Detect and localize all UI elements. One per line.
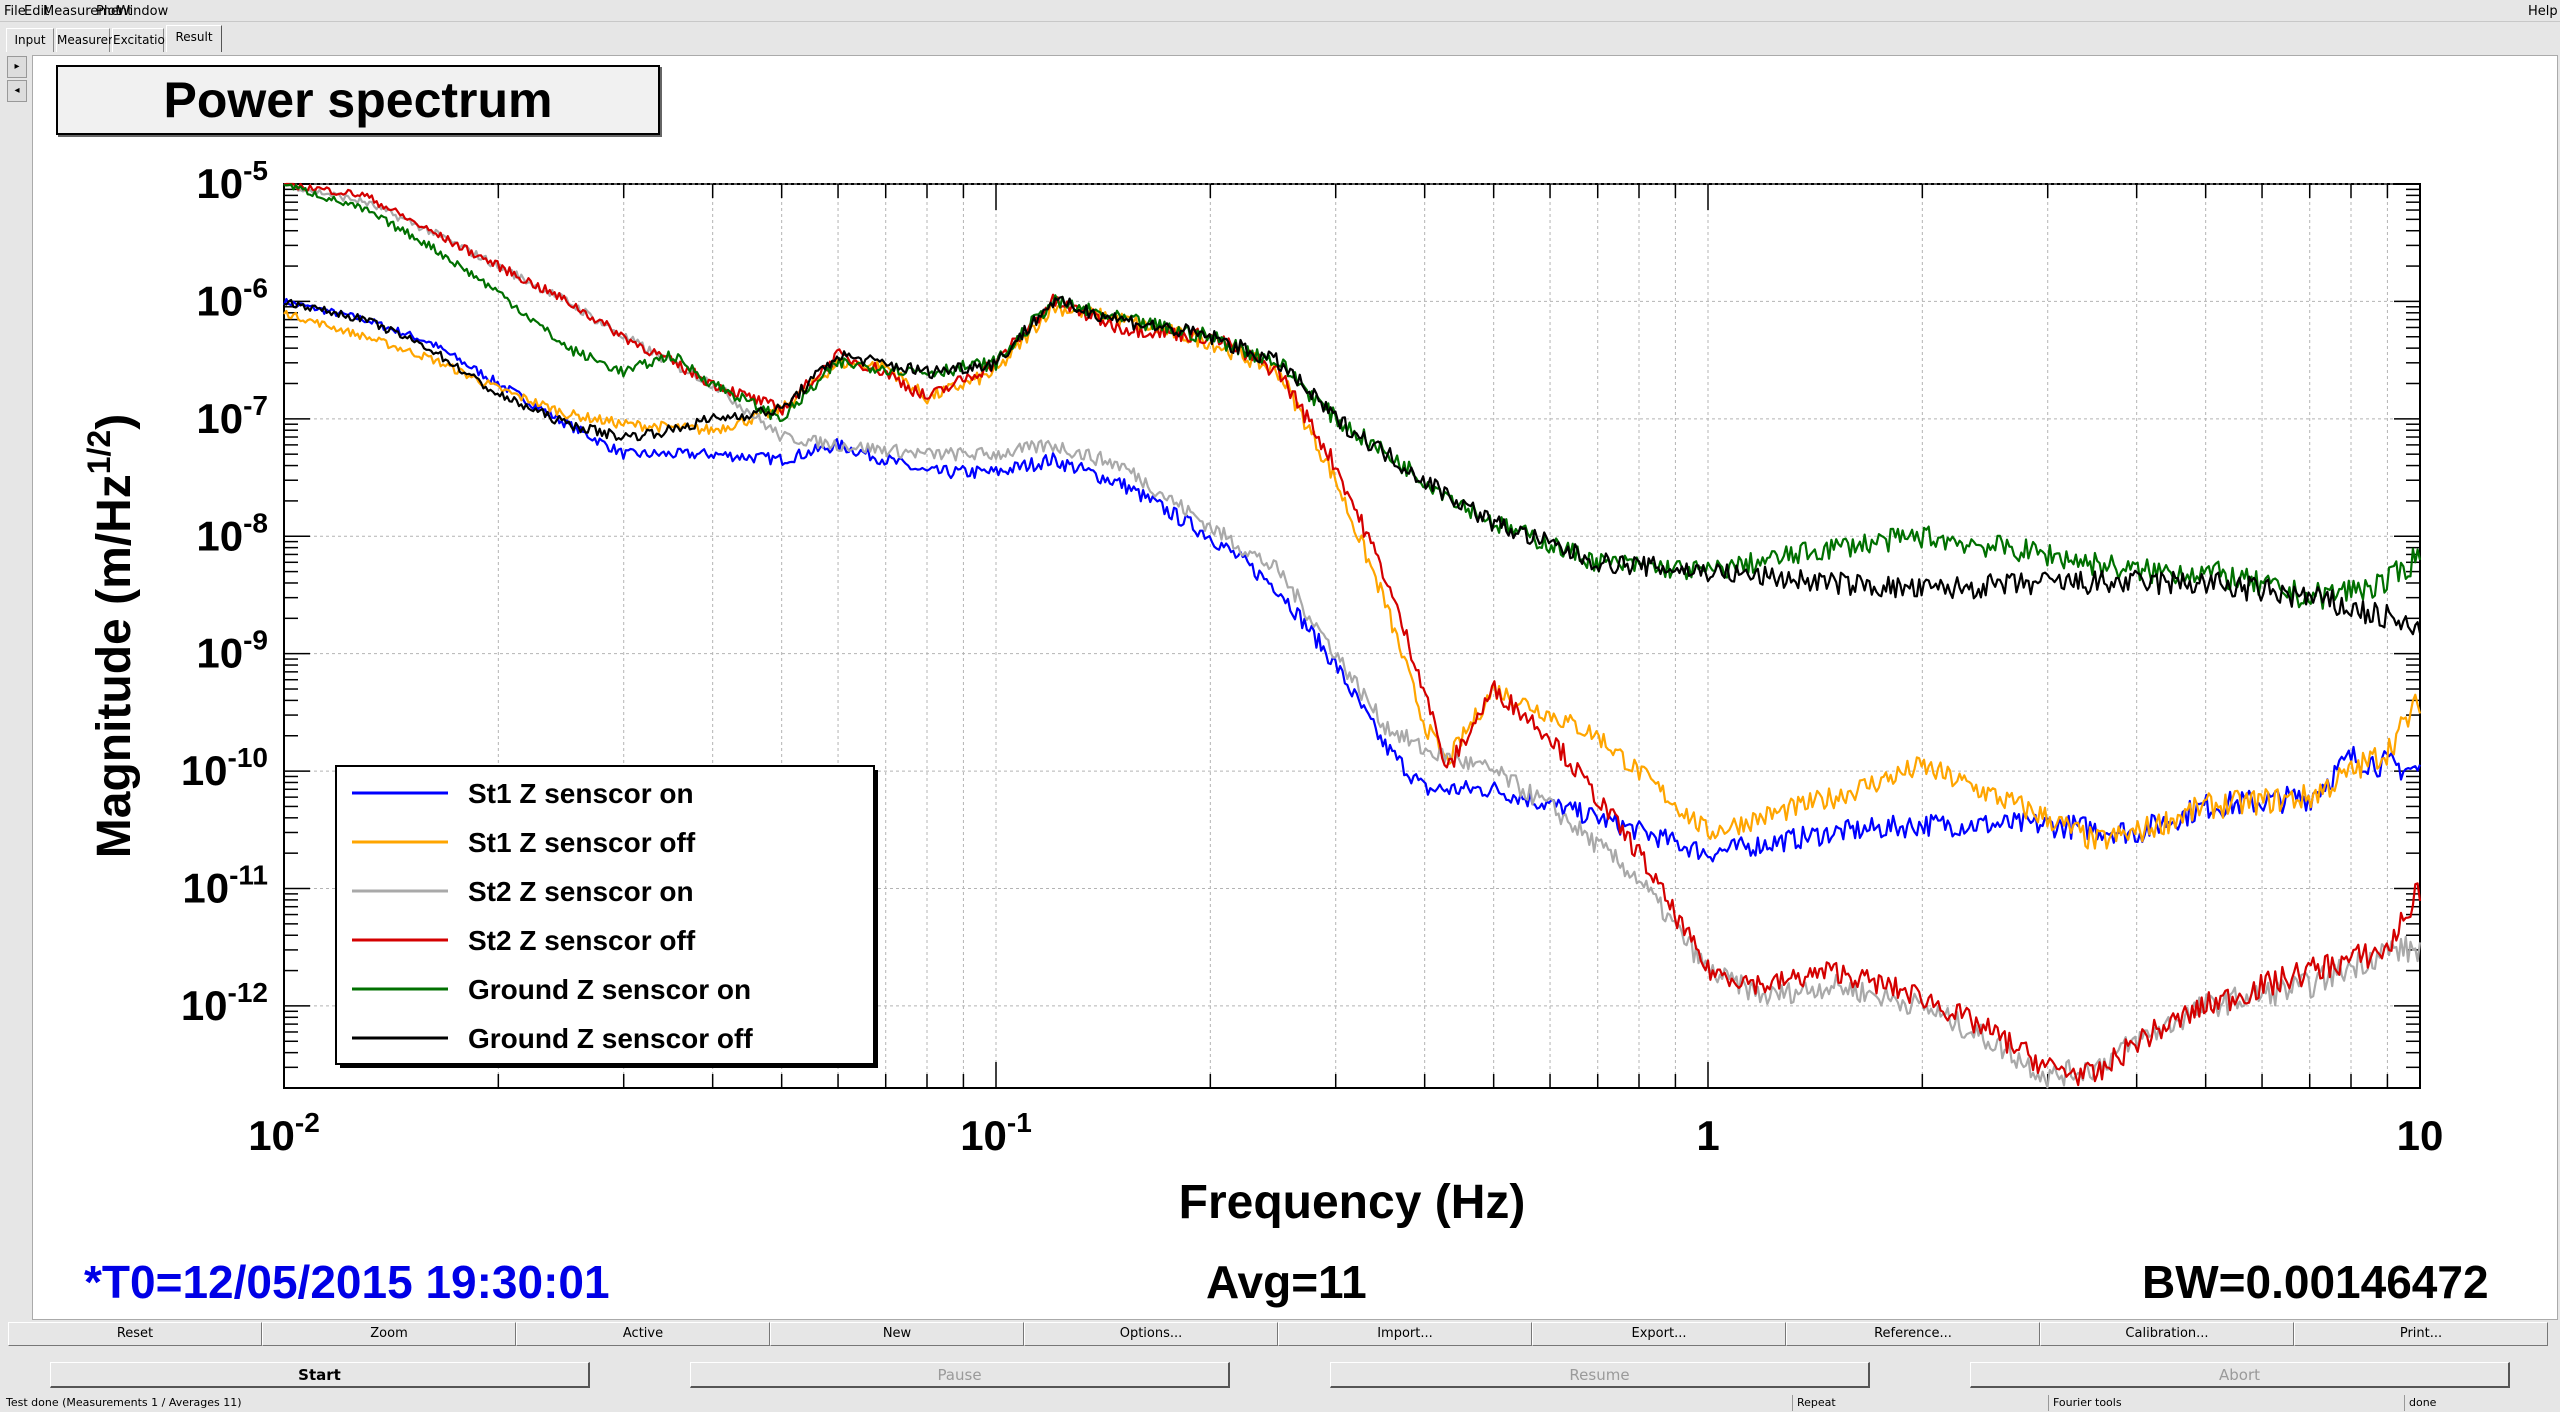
legend-label: St1 Z senscor on [468,778,694,809]
menu-plot[interactable]: Plot [96,4,121,19]
y-axis-label-tail: ) [88,414,141,430]
calibration-button[interactable]: Calibration... [2040,1322,2294,1346]
plot-title: Power spectrum [56,65,660,135]
menu-window[interactable]: Window [117,4,169,19]
resume-button[interactable]: Resume [1330,1362,1870,1388]
y-tick-label: 10-5 [196,155,268,207]
status-repeat: Repeat [1792,1395,1836,1411]
x-tick-label: 10-1 [960,1107,1032,1159]
import-button[interactable]: Import... [1278,1322,1532,1346]
legend-label: Ground Z senscor off [468,1023,753,1054]
grid-lines [284,183,2420,1088]
y-tick-label: 10-6 [196,272,268,324]
t0-timestamp: *T0=12/05/2015 19:30:01 [84,1256,610,1308]
y-axis-label: Magnitude (m/Hz1/2) [81,414,141,858]
legend-label: St2 Z senscor on [468,876,694,907]
y-tick-label: 10-10 [181,742,268,794]
reset-button[interactable]: Reset [8,1322,262,1346]
zoom-button[interactable]: Zoom [262,1322,516,1346]
y-axis-label-main: Magnitude (m/Hz [88,474,141,858]
series-line-2 [283,302,2422,850]
new-button[interactable]: New [770,1322,1024,1346]
print-button[interactable]: Print... [2294,1322,2548,1346]
reference-button[interactable]: Reference... [1786,1322,2040,1346]
menu-help[interactable]: Help [2528,4,2558,19]
series-line-6 [283,295,2422,636]
series-lines [282,182,2422,1089]
x-tick-label: 10-2 [248,1107,320,1159]
pause-button[interactable]: Pause [690,1362,1230,1388]
menu-bar: File Edit Measurement Plot Window Help [0,0,2560,22]
tab-input[interactable]: Input [6,28,54,52]
legend-label: St1 Z senscor off [468,827,696,858]
tab-bar: Input Measurement Excitation Result [0,25,2560,53]
tab-excitation[interactable]: Excitation [112,28,172,52]
x-tick-label: 1 [1696,1112,1719,1159]
y-tick-label: 10-8 [196,507,268,559]
y-tick-label: 10-7 [196,390,268,442]
series-line-4 [283,182,2422,1087]
expand-left-icon[interactable]: ◂ [7,80,27,102]
legend: St1 Z senscor on St1 Z senscor off St2 Z s… [335,765,878,1068]
x-tick-label: 10 [2397,1112,2444,1159]
spectrum-chart[interactable]: Frequency (Hz) Magnitude (m/Hz1/2) St1 Z… [0,0,2560,1320]
export-button[interactable]: Export... [1532,1322,1786,1346]
legend-label: St2 Z senscor off [468,925,696,956]
y-axis-label-sup: 1/2 [81,430,117,474]
menu-edit[interactable]: Edit [24,4,50,19]
expand-right-icon[interactable]: ▸ [7,56,27,78]
x-axis-label: Frequency (Hz) [1179,1176,1526,1229]
bandwidth-value: BW=0.00146472 [2142,1256,2489,1308]
active-button[interactable]: Active [516,1322,770,1346]
y-tick-label: 10-9 [196,625,268,677]
y-tick-label: 10-12 [181,977,268,1029]
options-button[interactable]: Options... [1024,1322,1278,1346]
average-count: Avg=11 [1206,1256,1367,1308]
status-message: Test done (Measurements 1 / Averages 11) [6,1396,242,1409]
status-tools: Fourier tools [2048,1395,2122,1411]
tab-result[interactable]: Result [166,25,222,52]
legend-label: Ground Z senscor on [468,974,751,1005]
start-button[interactable]: Start [50,1362,590,1388]
status-state: done [2404,1395,2436,1411]
y-tick-label: 10-11 [182,860,268,912]
axis-ticks [284,183,2420,1089]
menu-file[interactable]: File [4,4,26,19]
status-bar: Test done (Measurements 1 / Averages 11)… [0,1394,2560,1412]
series-line-1 [282,297,2422,863]
menu-measurement[interactable]: Measurement [43,4,133,19]
abort-button[interactable]: Abort [1970,1362,2510,1388]
